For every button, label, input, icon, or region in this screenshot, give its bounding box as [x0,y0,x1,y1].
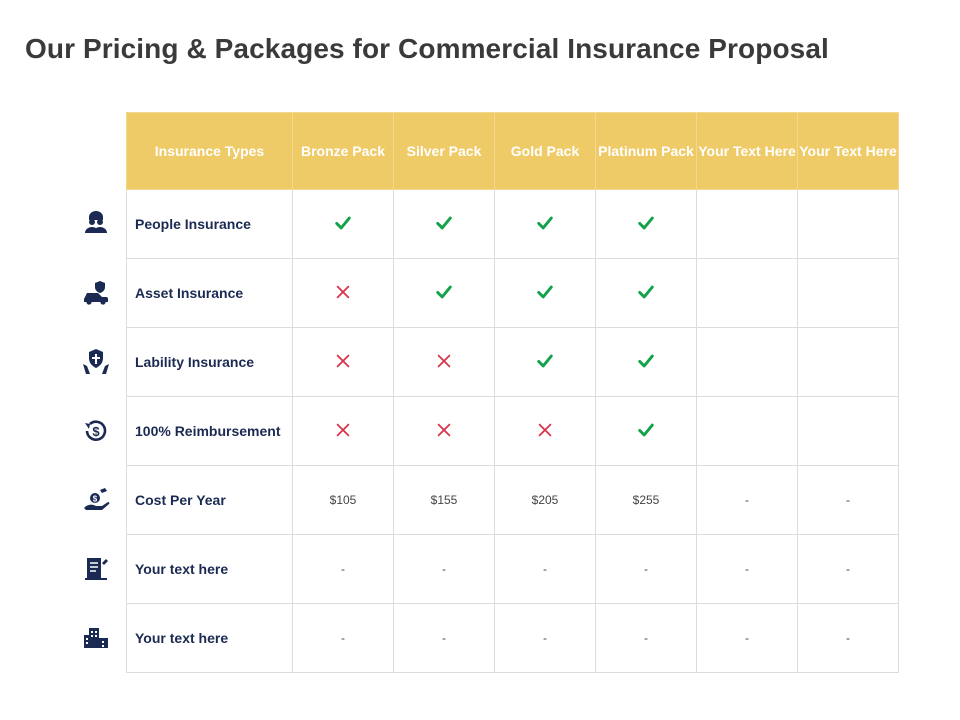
cell-value: - [797,465,899,535]
cell-value [696,258,798,328]
cell-value [797,258,899,328]
table-row: Your text here - - - - - - [126,603,899,673]
check-icon [595,396,697,466]
header-platinum-pack: Platinum Pack [595,112,697,190]
hands-shield-icon [80,346,112,378]
cell-value: $255 [595,465,697,535]
check-icon [292,189,394,259]
table-row: People Insurance [126,189,899,259]
cell-value: - [595,534,697,604]
table-row: 100% Reimbursement [126,396,899,466]
page-title: Our Pricing & Packages for Commercial In… [25,33,829,64]
buildings-icon [80,622,112,654]
cell-value: - [696,465,798,535]
cell-value: - [494,603,596,673]
check-icon [393,258,495,328]
cell-value [696,189,798,259]
car-shield-icon [80,277,112,309]
table-row: Lability Insurance [126,327,899,397]
row-label: Your text here [126,603,293,673]
cross-icon [393,327,495,397]
header-gold-pack: Gold Pack [494,112,596,190]
check-icon [595,327,697,397]
svg-text:$: $ [93,495,98,504]
cell-value: $105 [292,465,394,535]
check-icon [494,189,596,259]
row-label: Asset Insurance [126,258,293,328]
check-icon [494,327,596,397]
cell-value [797,327,899,397]
check-icon [595,189,697,259]
row-label: 100% Reimbursement [126,396,293,466]
cell-value: - [797,603,899,673]
cross-icon [292,396,394,466]
cell-value [696,327,798,397]
header-insurance-types: Insurance Types [126,112,293,190]
cell-value: - [292,534,394,604]
cell-value: $155 [393,465,495,535]
cell-value [797,396,899,466]
people-icon [80,208,112,240]
cross-icon [494,396,596,466]
cell-value: - [696,534,798,604]
cell-value [797,189,899,259]
cell-value: $205 [494,465,596,535]
row-label: Lability Insurance [126,327,293,397]
svg-text:$: $ [92,424,100,439]
document-pen-icon [80,553,112,585]
cell-value: - [494,534,596,604]
cell-value: - [393,603,495,673]
row-label: Your text here [126,534,293,604]
cross-icon [292,258,394,328]
header-bronze-pack: Bronze Pack [292,112,394,190]
check-icon [595,258,697,328]
row-label: People Insurance [126,189,293,259]
hand-coin-icon: $ [80,484,112,516]
check-icon [393,189,495,259]
cross-icon [393,396,495,466]
header-silver-pack: Silver Pack [393,112,495,190]
cross-icon [292,327,394,397]
pricing-table: Insurance Types Bronze Pack Silver Pack … [126,112,899,673]
cell-value: - [292,603,394,673]
header-custom-1: Your Text Here [696,112,798,190]
header-custom-2: Your Text Here [797,112,899,190]
cell-value: - [393,534,495,604]
row-label: Cost Per Year [126,465,293,535]
table-row: Asset Insurance [126,258,899,328]
cell-value [696,396,798,466]
cell-value: - [595,603,697,673]
table-row: Cost Per Year $105 $155 $205 $255- - [126,465,899,535]
header-row: Insurance Types Bronze Pack Silver Pack … [126,112,899,190]
dollar-refresh-icon: $ [80,415,112,447]
cell-value: - [797,534,899,604]
table-row: Your text here - - - - - - [126,534,899,604]
cell-value: - [696,603,798,673]
check-icon [494,258,596,328]
